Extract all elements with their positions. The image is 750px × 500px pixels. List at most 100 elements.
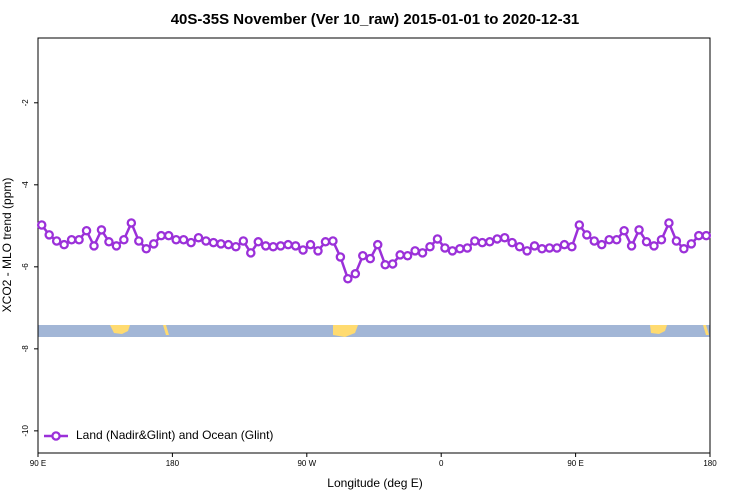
data-point (305, 239, 316, 250)
data-point (462, 243, 473, 253)
y-tick-label: -6 (21, 263, 30, 271)
land (333, 325, 358, 337)
data-point (66, 235, 77, 245)
data-point (186, 237, 196, 248)
chart-title: 40S-35S November (Ver 10_raw) 2015-01-01… (171, 11, 580, 28)
data-point (253, 237, 264, 247)
land (650, 325, 667, 334)
data-point (328, 236, 338, 246)
y-axis-label: XCO2 - MLO trend (ppm) (0, 178, 14, 313)
data-point (395, 250, 405, 260)
data-point (178, 235, 189, 245)
data-point (365, 253, 376, 264)
y-tick-label: -8 (21, 345, 30, 353)
data-point (238, 236, 249, 246)
data-point (163, 230, 174, 241)
data-point (51, 236, 62, 246)
x-tick-label: 90 E (30, 459, 46, 468)
data-point (223, 239, 234, 250)
data-point (432, 234, 443, 244)
data-point (104, 237, 114, 247)
data-point (156, 230, 166, 241)
y-tick-label: -10 (21, 425, 30, 437)
data-point (589, 236, 600, 246)
data-point (507, 237, 517, 248)
x-tick-label: 0 (439, 459, 444, 468)
legend-label: Land (Nadir&Glint) and Ocean (Glint) (76, 428, 273, 442)
data-point (313, 246, 323, 256)
data-point (372, 239, 383, 250)
ocean-band (38, 325, 710, 337)
data-point (492, 234, 502, 244)
data-point (656, 235, 667, 245)
data-point (574, 220, 585, 230)
data-point (283, 239, 293, 250)
data-point (664, 218, 674, 228)
data-point (59, 239, 69, 250)
plot-frame (37, 37, 711, 454)
data-point (148, 239, 159, 249)
data-point (649, 241, 659, 251)
data-point (596, 239, 607, 250)
data-point (470, 236, 480, 246)
data-point (447, 246, 458, 256)
x-tick-label: 90 E (567, 459, 583, 468)
data-point (455, 244, 465, 254)
data-point (298, 245, 308, 255)
data-point (380, 260, 390, 270)
data-point (81, 225, 92, 236)
x-tick-label: 90 W (297, 459, 316, 468)
data-point (260, 241, 271, 251)
data-point (96, 225, 107, 235)
data-point (126, 218, 137, 228)
data-point (410, 246, 420, 256)
data-point (567, 241, 577, 252)
data-point (552, 243, 562, 253)
data-point (141, 244, 152, 254)
data-point (417, 248, 428, 258)
data-point (216, 239, 226, 249)
data-point (246, 248, 256, 258)
data-point (387, 259, 398, 269)
data-point (290, 241, 301, 251)
x-tick-label: 180 (166, 459, 180, 468)
data-point (634, 225, 644, 235)
data-point (201, 236, 211, 246)
data-point (208, 237, 219, 248)
data-point (529, 241, 540, 251)
data-point (694, 230, 704, 241)
data-point (425, 241, 435, 252)
land (110, 325, 130, 334)
data-point (440, 243, 450, 253)
data-point (343, 273, 353, 284)
data-point (358, 251, 368, 261)
data-point (671, 236, 682, 246)
data-point (686, 239, 697, 249)
data-point (484, 237, 495, 247)
data-point (119, 235, 129, 245)
y-tick-label: -2 (21, 99, 30, 107)
data-point (611, 235, 622, 245)
data-point (514, 241, 525, 252)
data-point (641, 237, 652, 247)
data-point (350, 269, 361, 279)
data-point (275, 241, 286, 251)
x-tick-label: 180 (703, 459, 717, 468)
data-point (268, 241, 278, 252)
data-point (193, 232, 204, 243)
data-point (402, 251, 413, 261)
data-point (134, 236, 144, 246)
land (163, 325, 169, 335)
data-point (89, 241, 99, 251)
data-point (522, 246, 532, 256)
data-point (335, 252, 346, 262)
data-point (559, 239, 570, 250)
data-point (74, 235, 84, 245)
data-point (36, 220, 47, 230)
land (703, 325, 709, 335)
data-point (111, 241, 122, 251)
data-point (544, 243, 555, 253)
y-tick-label: -4 (21, 181, 30, 189)
data-point (619, 225, 629, 236)
